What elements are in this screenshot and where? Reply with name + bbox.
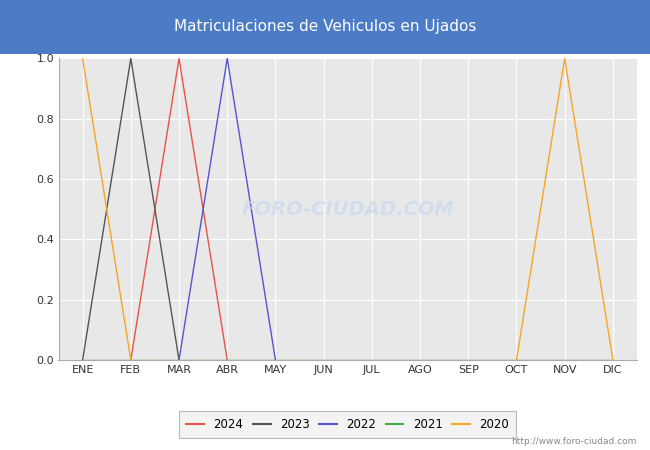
- Legend: 2024, 2023, 2022, 2021, 2020: 2024, 2023, 2022, 2021, 2020: [179, 411, 516, 438]
- Text: Matriculaciones de Vehiculos en Ujados: Matriculaciones de Vehiculos en Ujados: [174, 19, 476, 35]
- Text: FORO-CIUDAD.COM: FORO-CIUDAD.COM: [241, 200, 454, 219]
- Text: http://www.foro-ciudad.com: http://www.foro-ciudad.com: [512, 436, 637, 446]
